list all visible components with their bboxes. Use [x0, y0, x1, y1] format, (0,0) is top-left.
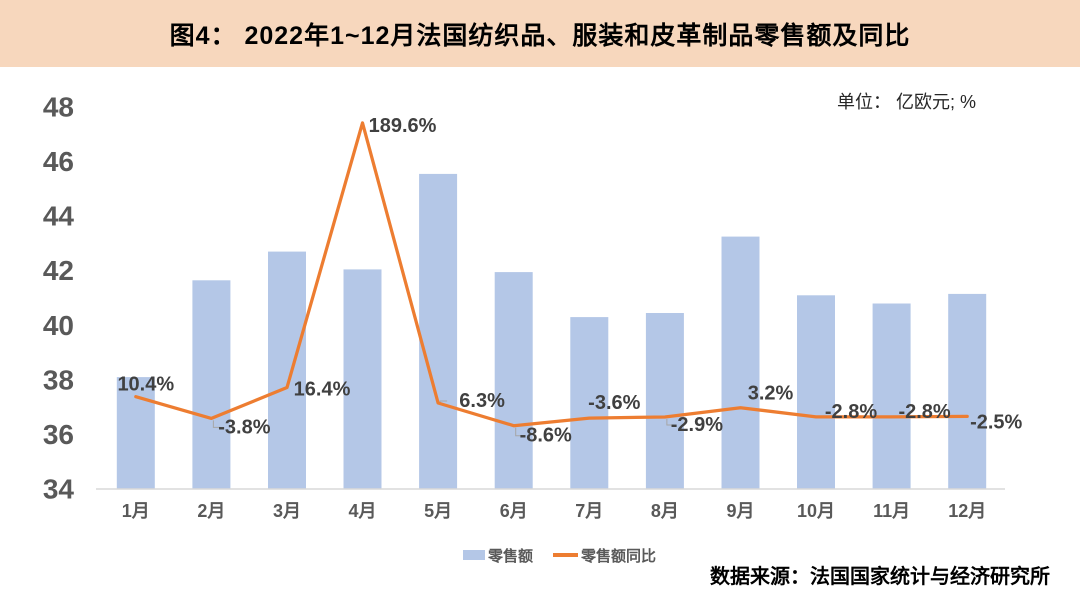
x-axis-label: 11月 — [873, 501, 910, 521]
line-swatch-icon — [553, 553, 579, 557]
bar-7月 — [570, 317, 609, 489]
yoy-line-series — [134, 121, 969, 428]
x-axis-label: 3月 — [273, 501, 301, 521]
legend-item-line: 零售额同比 — [553, 545, 656, 566]
x-axis-label: 1月 — [122, 501, 150, 521]
data-label-1月: 10.4% — [117, 374, 174, 396]
bar-2月 — [192, 280, 231, 489]
x-axis-label: 4月 — [349, 501, 377, 521]
data-label-8月: -2.9% — [671, 414, 723, 436]
data-label-10月: -2.8% — [825, 401, 877, 423]
bar-10月 — [797, 295, 835, 489]
x-axis-label: 7月 — [575, 501, 603, 521]
legend-bar-label: 零售额 — [488, 547, 534, 565]
legend-item-bar: 零售额 — [463, 545, 533, 566]
bar-9月 — [721, 236, 760, 489]
bar-11月 — [872, 303, 911, 489]
data-source: 数据来源：法国国家统计与经济研究所 — [710, 566, 1050, 588]
y-axis-tick: 34 — [43, 474, 75, 505]
x-axis-label: 6月 — [500, 501, 528, 521]
bar-4月 — [343, 269, 382, 489]
bar-swatch-icon — [463, 550, 485, 560]
chart-title: 图4： 2022年1~12月法国纺织品、服装和皮革制品零售额及同比 — [169, 21, 911, 50]
x-axis-label: 9月 — [726, 501, 754, 521]
y-axis-tick: 46 — [43, 146, 74, 177]
data-label-11月: -2.8% — [898, 401, 950, 423]
label-leader-line — [212, 420, 221, 428]
y-axis-tick: 40 — [43, 310, 74, 341]
y-axis-tick: 42 — [43, 255, 74, 286]
unit-label: 单位： 亿欧元; % — [836, 92, 976, 112]
data-label-4月: 189.6% — [369, 115, 437, 137]
bar-8月 — [645, 313, 684, 489]
data-label-7月: -3.6% — [588, 392, 640, 414]
label-leader-line — [666, 419, 674, 426]
label-leader-line — [515, 427, 523, 437]
x-axis-label: 5月 — [424, 501, 452, 521]
data-label-6月: -8.6% — [520, 425, 572, 447]
data-label-5月: 6.3% — [459, 390, 505, 412]
bar-5月 — [419, 173, 458, 489]
data-label-2月: -3.8% — [218, 416, 270, 438]
x-axis-label: 12月 — [948, 501, 986, 521]
bar-6月 — [494, 272, 533, 489]
y-axis-tick: 38 — [43, 364, 74, 395]
x-axis-label: 10月 — [797, 501, 835, 521]
y-axis-tick: 44 — [43, 201, 75, 232]
x-axis-label: 2月 — [197, 501, 225, 521]
data-label-12月: -2.5% — [970, 411, 1022, 433]
legend: 零售额 零售额同比 — [463, 544, 656, 566]
y-axis-tick: 36 — [43, 419, 74, 450]
x-axis-label: 8月 — [651, 501, 679, 521]
data-label-3月: 16.4% — [294, 379, 351, 401]
bar-12月 — [948, 293, 987, 489]
legend-line-label: 零售额同比 — [581, 547, 657, 565]
data-label-9月: 3.2% — [748, 383, 794, 405]
chart-title-band: 图4： 2022年1~12月法国纺织品、服装和皮革制品零售额及同比 — [0, 0, 1080, 67]
y-axis-tick: 48 — [43, 92, 74, 123]
bar-3月 — [268, 251, 306, 489]
